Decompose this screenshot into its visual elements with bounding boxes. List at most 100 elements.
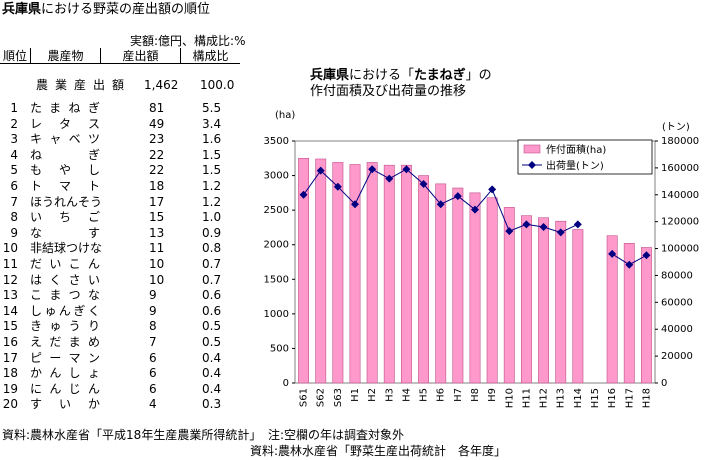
marker — [608, 249, 617, 258]
chart-note: 注:空欄の年は調査対象外 — [268, 428, 405, 442]
column-header: 農産物 — [30, 48, 100, 64]
bar — [349, 164, 361, 384]
y-tick-label: 2500 — [264, 205, 289, 216]
marker — [436, 200, 445, 209]
share: 1.2 — [202, 179, 222, 193]
x-tick-label: H6 — [436, 388, 447, 402]
marker — [642, 251, 651, 260]
y2-tick-label: 140000 — [661, 190, 699, 201]
total-label: 農業産出額 — [36, 78, 124, 92]
title-part: における「 — [349, 68, 415, 83]
title-part: 」の作付面積及び出荷量の推移 — [310, 68, 492, 99]
chart-source: 資料:農林水産省「野菜生産出荷統計 各年度」 — [250, 444, 507, 458]
marker — [419, 180, 428, 189]
share: 0.4 — [202, 366, 222, 381]
y-tick-label: 3000 — [264, 171, 289, 182]
crop: すいか — [30, 397, 100, 412]
rank: 15 — [2, 319, 18, 334]
value: 22 — [149, 163, 165, 178]
y2-tick-label: 0 — [661, 378, 667, 389]
share: 0.6 — [202, 288, 222, 303]
bar — [452, 187, 464, 384]
crop: ピーマン — [30, 350, 100, 365]
share: 0.3 — [202, 397, 222, 412]
chart-title: 兵庫県における「たまねぎ」の作付面積及び出荷量の推移 — [310, 68, 495, 100]
value: 6 — [149, 350, 157, 365]
y-axis-label: (ha) — [275, 110, 295, 121]
crop: こまつな — [30, 288, 100, 303]
rank: 14 — [2, 303, 18, 318]
x-tick-label: H17 — [624, 388, 635, 408]
value: 9 — [149, 303, 157, 318]
value: 8 — [149, 319, 157, 334]
marker — [471, 205, 479, 214]
marker — [556, 228, 565, 237]
rank: 8 — [10, 210, 18, 225]
x-tick-label: H11 — [521, 388, 532, 408]
value: 81 — [149, 101, 165, 115]
x-tick-label: S63 — [333, 388, 344, 407]
rank: 4 — [10, 147, 18, 162]
rank: 10 — [2, 241, 18, 256]
y2-tick-label: 180000 — [661, 136, 699, 147]
value: 22 — [149, 147, 165, 162]
marker — [505, 227, 514, 236]
value: 15 — [149, 210, 165, 225]
marker — [573, 220, 582, 229]
bar — [315, 158, 327, 384]
rank: 6 — [10, 179, 18, 193]
x-tick-label: H10 — [504, 388, 515, 408]
y-tick-label: 3500 — [264, 136, 289, 147]
crop: キャベツ — [30, 132, 100, 147]
marker — [625, 260, 634, 269]
title-em: 兵庫県 — [2, 2, 42, 17]
share: 0.4 — [202, 381, 222, 396]
y2-tick-label: 20000 — [661, 351, 693, 362]
y2-tick-label: 100000 — [661, 244, 699, 255]
legend-label: 作付面積(ha) — [546, 143, 606, 156]
crop: トマト — [30, 179, 100, 193]
marker — [488, 185, 497, 194]
bar — [503, 207, 515, 384]
bar — [623, 243, 635, 384]
value: 17 — [149, 194, 165, 209]
y-tick-label: 1000 — [264, 309, 289, 320]
y2-tick-label: 160000 — [661, 163, 699, 174]
crop: はくさい — [30, 272, 100, 287]
x-tick-label: H3 — [384, 388, 395, 402]
value: 4 — [149, 397, 157, 412]
rank: 7 — [10, 194, 18, 209]
unit-note: 実額:億円、構成比:% — [130, 34, 246, 48]
rank: 13 — [2, 288, 18, 303]
x-tick-label: H13 — [556, 388, 567, 408]
title-part: 兵庫県 — [310, 68, 350, 83]
x-tick-label: H9 — [487, 388, 498, 402]
bar — [538, 217, 550, 384]
share: 5.5 — [202, 101, 222, 115]
column-header: 順位 — [0, 48, 30, 64]
rank: 18 — [2, 366, 18, 381]
bar — [572, 229, 584, 384]
x-tick-label: H18 — [641, 388, 652, 408]
legend-box — [517, 139, 653, 175]
rank: 3 — [10, 132, 18, 147]
x-tick-label: H14 — [573, 388, 584, 408]
value: 10 — [149, 272, 165, 287]
marker — [539, 223, 548, 232]
y-tick-label: 1500 — [264, 274, 289, 285]
rank: 16 — [2, 335, 18, 349]
column-header: 構成比 — [180, 48, 240, 64]
crop: いちご — [30, 210, 100, 225]
share: 1.2 — [202, 194, 222, 209]
value: 49 — [149, 116, 165, 131]
marker — [402, 165, 411, 174]
value: 18 — [149, 179, 165, 193]
legend-swatch — [528, 161, 536, 169]
bar — [298, 157, 310, 384]
share: 0.5 — [202, 319, 222, 334]
x-tick-label: H1 — [350, 388, 361, 402]
crop: ほうれんそう — [30, 194, 103, 209]
column-header: 産出額 — [100, 48, 180, 64]
value: 23 — [149, 132, 165, 147]
